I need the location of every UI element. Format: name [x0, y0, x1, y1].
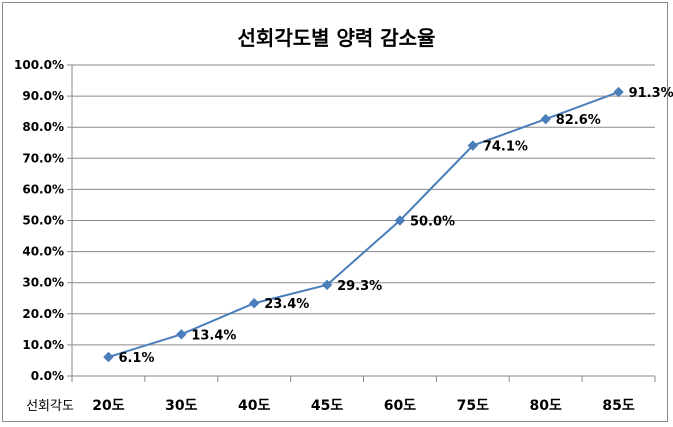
x-tick-label: 20도: [92, 398, 124, 414]
y-tick-label: 20.0%: [22, 307, 64, 321]
data-label: 29.3%: [337, 279, 382, 294]
chart-title: 선회각도별 양력 감소율: [237, 26, 436, 50]
x-axis-title: 선회각도: [26, 399, 74, 414]
y-tick-label: 10.0%: [22, 338, 64, 352]
x-tick-label: 30도: [165, 398, 197, 414]
data-label: 91.3%: [629, 86, 673, 101]
data-label: 82.6%: [556, 113, 601, 128]
data-label: 50.0%: [410, 215, 455, 230]
data-point-marker: [394, 215, 406, 226]
data-point-marker: [540, 113, 551, 125]
gridlines: [72, 64, 655, 346]
data-point-marker: [467, 140, 479, 151]
y-axis-ticks: 0.0% 10.0% 20.0% 30.0% 40.0% 50.0% 60.0% 70.0% 8…: [14, 58, 72, 383]
y-tick-label: 40.0%: [22, 245, 64, 259]
x-tick-label: 60도: [384, 398, 416, 414]
x-tick-label: 40도: [238, 398, 270, 414]
x-axis-ticks: 20도 30도 40도 45도 60도 75도 80도 85도: [71, 376, 656, 414]
data-label: 23.4%: [264, 297, 309, 312]
y-tick-label: 70.0%: [22, 151, 64, 165]
data-point-marker: [248, 298, 260, 309]
data-point-marker: [613, 86, 624, 98]
y-tick-label: 0.0%: [31, 369, 64, 383]
data-point-marker: [176, 329, 187, 340]
x-tick-label: 80도: [530, 398, 562, 414]
x-tick-label: 45도: [311, 398, 343, 414]
chart-frame: [2, 2, 668, 422]
y-tick-label: 90.0%: [22, 89, 64, 103]
data-labels: 6.1% 13.4% 23.4% 29.3% 50.0% 74.1% 82.6% 91.3%: [118, 86, 673, 366]
data-label: 6.1%: [118, 351, 154, 366]
series-line: [103, 86, 624, 363]
y-tick-label: 30.0%: [22, 276, 64, 290]
y-tick-label: 100.0%: [14, 58, 64, 72]
data-point-marker: [103, 351, 114, 363]
series-polyline: [108, 91, 619, 358]
data-label: 74.1%: [483, 140, 528, 155]
y-tick-label: 80.0%: [22, 120, 64, 134]
y-tick-label: 50.0%: [22, 214, 64, 228]
data-point-marker: [321, 279, 333, 291]
y-tick-label: 60.0%: [22, 182, 64, 196]
x-tick-label: 75도: [457, 398, 489, 414]
data-label: 13.4%: [191, 328, 236, 343]
x-tick-label: 85도: [602, 398, 634, 414]
